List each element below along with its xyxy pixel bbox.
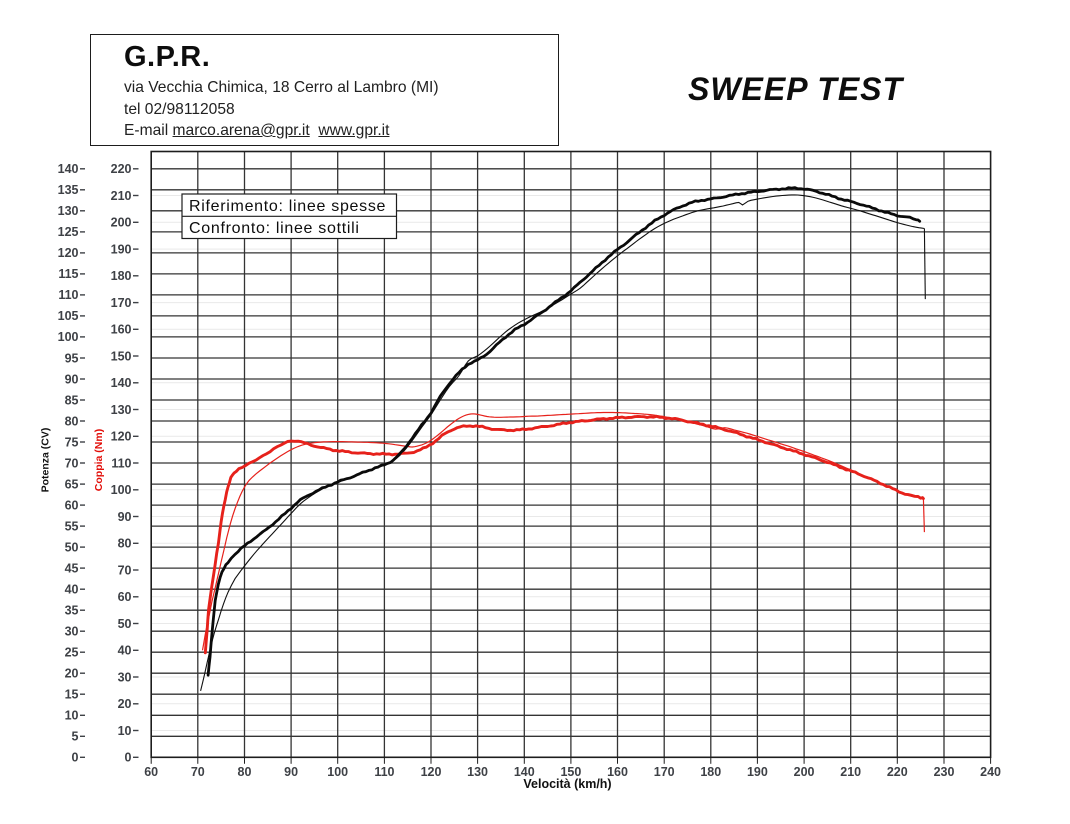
svg-text:5: 5 bbox=[72, 730, 79, 744]
svg-text:170: 170 bbox=[654, 765, 675, 779]
svg-text:200: 200 bbox=[794, 765, 815, 779]
svg-text:70: 70 bbox=[118, 563, 132, 577]
svg-text:230: 230 bbox=[934, 765, 955, 779]
svg-text:0: 0 bbox=[72, 751, 79, 765]
svg-text:110: 110 bbox=[374, 765, 394, 779]
svg-text:10: 10 bbox=[65, 709, 79, 723]
svg-text:40: 40 bbox=[118, 644, 132, 658]
svg-text:35: 35 bbox=[65, 604, 79, 618]
svg-text:180: 180 bbox=[111, 269, 132, 283]
svg-text:Velocità (km/h): Velocità (km/h) bbox=[523, 777, 611, 791]
svg-text:190: 190 bbox=[111, 242, 132, 256]
svg-text:125: 125 bbox=[58, 225, 79, 239]
svg-text:190: 190 bbox=[747, 765, 768, 779]
svg-text:220: 220 bbox=[111, 162, 132, 176]
svg-text:130: 130 bbox=[111, 403, 132, 417]
svg-text:40: 40 bbox=[65, 583, 79, 597]
svg-text:60: 60 bbox=[118, 590, 132, 604]
svg-text:210: 210 bbox=[111, 189, 132, 203]
svg-text:130: 130 bbox=[467, 765, 488, 779]
svg-text:60: 60 bbox=[144, 765, 158, 779]
svg-text:210: 210 bbox=[840, 765, 861, 779]
svg-text:120: 120 bbox=[58, 246, 79, 260]
svg-text:20: 20 bbox=[118, 697, 132, 711]
svg-text:180: 180 bbox=[700, 765, 721, 779]
svg-text:120: 120 bbox=[111, 430, 132, 444]
svg-text:10: 10 bbox=[118, 724, 132, 738]
svg-text:90: 90 bbox=[284, 765, 298, 779]
svg-text:80: 80 bbox=[238, 765, 252, 779]
svg-text:85: 85 bbox=[65, 393, 79, 407]
svg-text:100: 100 bbox=[327, 765, 348, 779]
svg-text:55: 55 bbox=[65, 519, 79, 533]
svg-text:30: 30 bbox=[65, 625, 79, 639]
svg-text:220: 220 bbox=[887, 765, 908, 779]
svg-text:160: 160 bbox=[111, 323, 132, 337]
svg-text:135: 135 bbox=[58, 183, 79, 197]
svg-text:Potenza (CV): Potenza (CV) bbox=[40, 428, 52, 493]
svg-text:240: 240 bbox=[980, 765, 1001, 779]
svg-text:60: 60 bbox=[65, 498, 79, 512]
svg-text:Confronto: linee sottili: Confronto: linee sottili bbox=[189, 220, 360, 237]
svg-text:70: 70 bbox=[191, 765, 205, 779]
svg-text:130: 130 bbox=[58, 204, 79, 218]
svg-text:65: 65 bbox=[65, 477, 79, 491]
svg-text:140: 140 bbox=[514, 765, 535, 779]
svg-text:30: 30 bbox=[118, 670, 132, 684]
svg-text:50: 50 bbox=[65, 540, 79, 554]
svg-text:140: 140 bbox=[58, 162, 79, 176]
svg-text:110: 110 bbox=[111, 456, 131, 470]
svg-text:45: 45 bbox=[65, 561, 79, 575]
svg-text:120: 120 bbox=[421, 765, 442, 779]
svg-text:25: 25 bbox=[65, 646, 79, 660]
svg-text:95: 95 bbox=[65, 351, 79, 365]
svg-text:90: 90 bbox=[65, 372, 79, 386]
svg-text:90: 90 bbox=[118, 510, 132, 524]
svg-text:20: 20 bbox=[65, 667, 79, 681]
svg-text:150: 150 bbox=[560, 765, 581, 779]
svg-text:140: 140 bbox=[111, 376, 132, 390]
svg-text:100: 100 bbox=[58, 330, 79, 344]
svg-text:Riferimento: linee spesse: Riferimento: linee spesse bbox=[189, 198, 386, 215]
svg-text:115: 115 bbox=[58, 267, 78, 281]
svg-text:150: 150 bbox=[111, 349, 132, 363]
svg-text:80: 80 bbox=[118, 537, 132, 551]
svg-text:170: 170 bbox=[111, 296, 132, 310]
svg-text:Coppia (Nm): Coppia (Nm) bbox=[93, 429, 105, 491]
svg-text:160: 160 bbox=[607, 765, 628, 779]
svg-text:15: 15 bbox=[65, 688, 79, 702]
svg-text:80: 80 bbox=[65, 414, 79, 428]
svg-text:50: 50 bbox=[118, 617, 132, 631]
svg-text:0: 0 bbox=[125, 751, 132, 765]
svg-text:100: 100 bbox=[111, 483, 132, 497]
svg-text:70: 70 bbox=[65, 456, 79, 470]
svg-text:75: 75 bbox=[65, 435, 79, 449]
svg-text:105: 105 bbox=[58, 309, 79, 323]
svg-text:200: 200 bbox=[111, 216, 132, 230]
svg-text:110: 110 bbox=[58, 288, 78, 302]
